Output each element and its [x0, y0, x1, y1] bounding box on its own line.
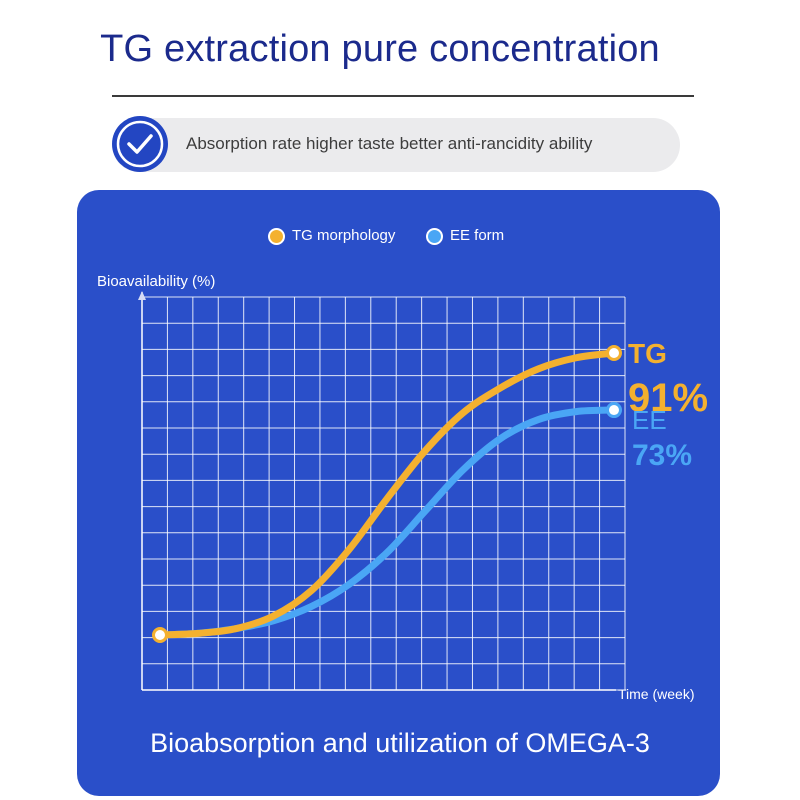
end-label-ee: EE — [632, 405, 667, 435]
chart-series — [152, 345, 622, 643]
page-title: TG extraction pure concentration — [100, 28, 660, 70]
series-line-tg — [156, 349, 618, 639]
legend-label-ee: EE form — [450, 227, 505, 244]
feature-pill — [112, 118, 680, 172]
series-end-point-tg — [606, 345, 622, 361]
series-start-point — [152, 627, 168, 643]
chart-caption: Bioabsorption and utilization of OMEGA-3 — [150, 728, 650, 758]
feature-tagline: Absorption rate higher taste better anti… — [186, 134, 593, 153]
chart-legend: TG morphology EE form — [0, 226, 800, 246]
y-axis-label: Bioavailability (%) — [97, 273, 216, 290]
end-label-tg: TG — [628, 338, 667, 369]
series-line-ee — [156, 406, 618, 639]
title-divider — [112, 95, 694, 97]
legend-label-tg: TG morphology — [292, 227, 396, 244]
x-axis-label: Time (week) — [618, 686, 695, 702]
legend-marker-ee — [426, 228, 443, 245]
chart-panel — [77, 190, 720, 796]
chart-grid — [141, 296, 626, 691]
chart-end-labels: TG 91%EE 73% — [628, 338, 708, 472]
end-value-tg: 91% — [628, 376, 708, 420]
series-end-point-ee — [606, 402, 622, 419]
legend-marker-tg — [268, 228, 285, 245]
y-axis-arrow — [138, 291, 146, 300]
checkmark-icon — [112, 116, 168, 172]
end-value-ee: 73% — [632, 439, 692, 472]
chart-axes — [138, 291, 616, 691]
